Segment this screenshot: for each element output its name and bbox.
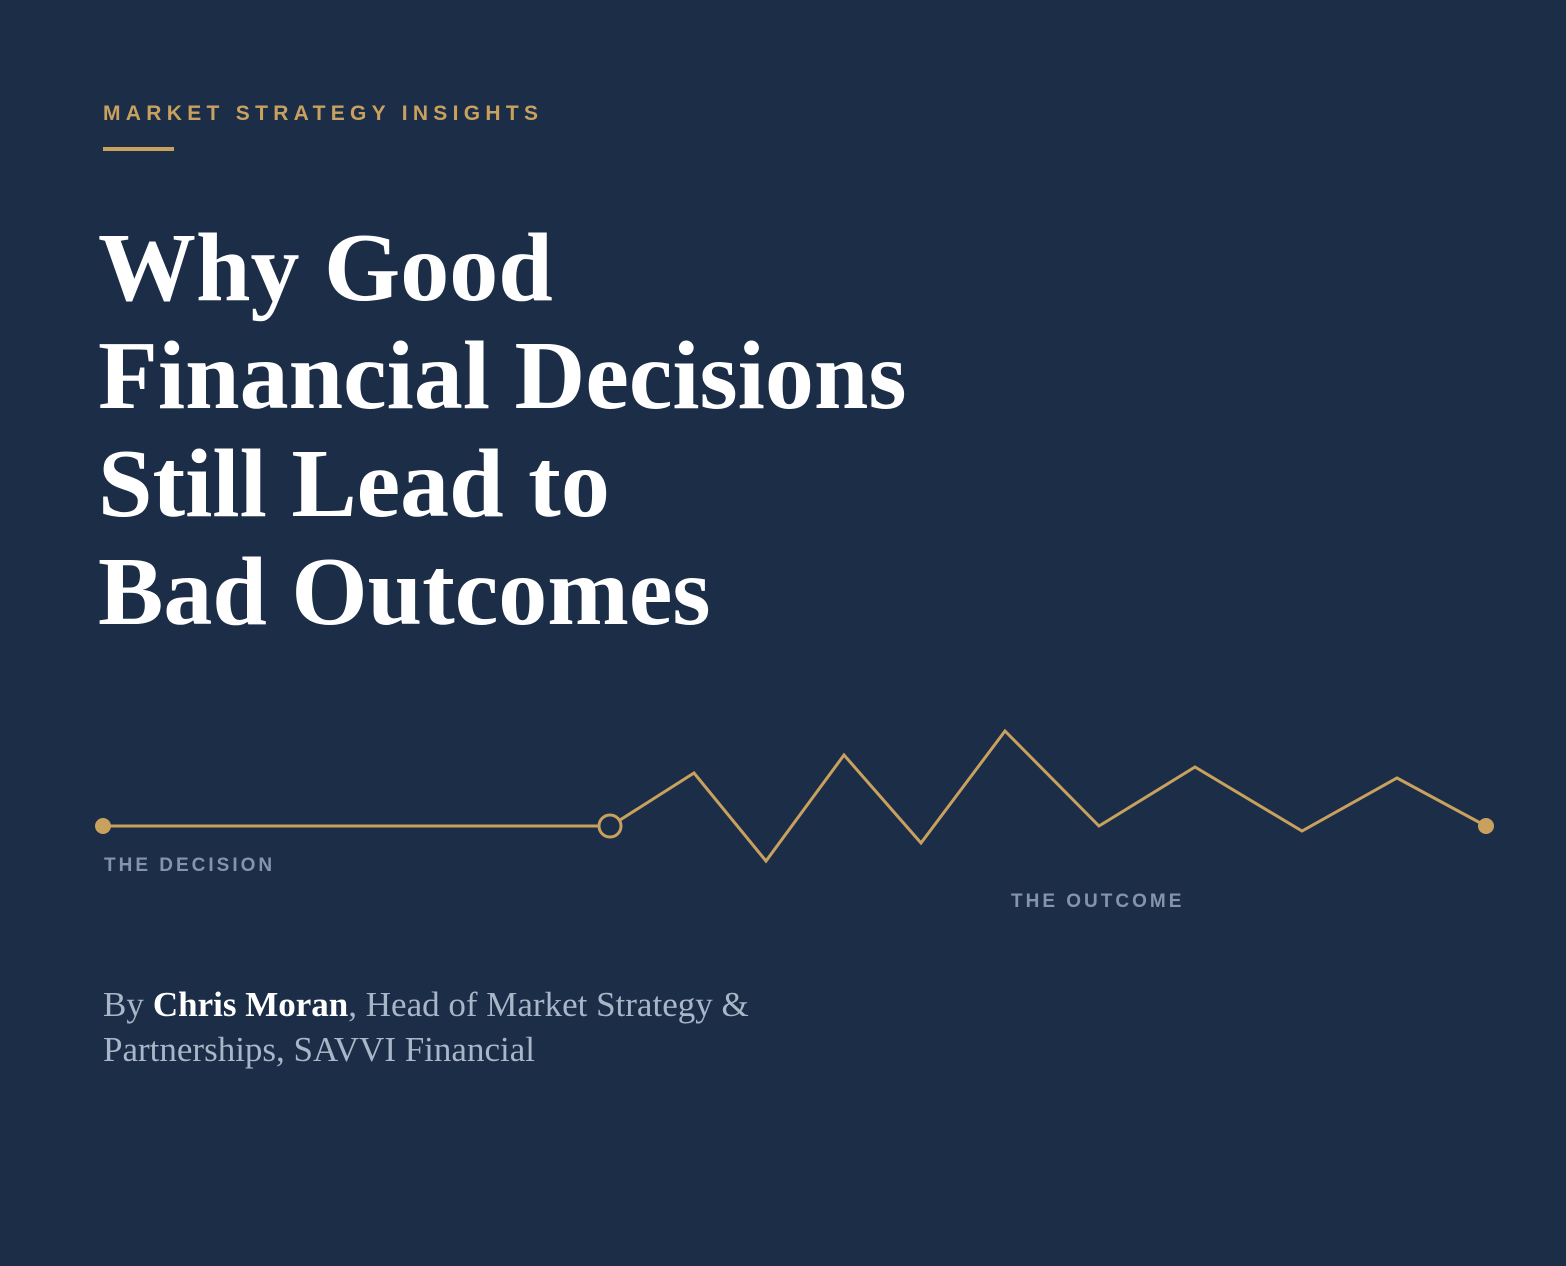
start-dot xyxy=(95,818,111,834)
outcome-zigzag xyxy=(619,728,1487,864)
title-line: Financial Decisions xyxy=(98,322,907,430)
byline: By Chris Moran, Head of Market Strategy &… xyxy=(103,982,863,1072)
title-line: Why Good xyxy=(98,214,553,322)
byline-role: , Head of Market Strategy & Partnerships… xyxy=(103,985,749,1069)
eyebrow-rule xyxy=(103,147,174,151)
pivot-circle xyxy=(597,813,623,839)
title-line: Still Lead to xyxy=(98,430,610,538)
eyebrow: MARKET STRATEGY INSIGHTS xyxy=(103,102,544,125)
decision-label: THE DECISION xyxy=(104,855,276,876)
outcome-label: THE OUTCOME xyxy=(1011,891,1185,912)
title: Why Good Financial Decisions Still Lead … xyxy=(98,214,907,646)
author: Chris Moran xyxy=(152,985,349,1024)
end-dot xyxy=(1478,818,1494,834)
byline-prefix: By xyxy=(103,985,144,1024)
title-line: Bad Outcomes xyxy=(98,538,711,646)
